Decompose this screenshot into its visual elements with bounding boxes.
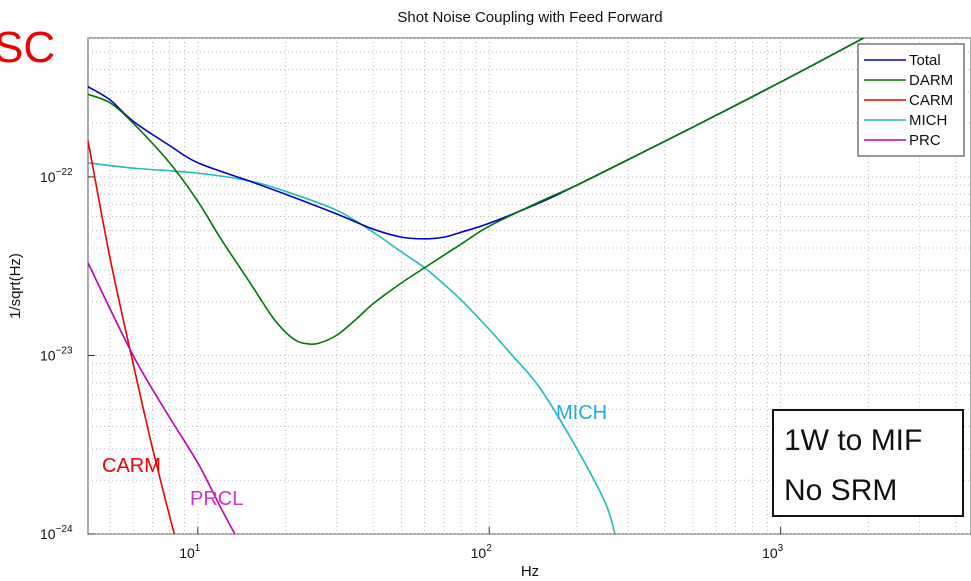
y-tick-label: 10−22 xyxy=(40,167,73,185)
annotation-mich: MICH xyxy=(556,402,607,424)
y-axis-label: 1/sqrt(Hz) xyxy=(7,253,24,319)
legend-items: Total DARM CARM MICH PRC xyxy=(864,52,953,149)
x-tick-label: 102 xyxy=(471,543,493,561)
legend-label-mich: MICH xyxy=(909,112,947,129)
info-box-line-2: No SRM xyxy=(784,474,897,507)
chart-title: Shot Noise Coupling with Feed Forward xyxy=(397,9,662,26)
legend-label-carm: CARM xyxy=(909,92,953,109)
plot-area xyxy=(87,37,971,535)
corner-text: SC xyxy=(0,23,55,72)
y-tick-label: 10−23 xyxy=(40,345,73,363)
legend: Total DARM CARM MICH PRC xyxy=(857,43,965,157)
legend-label-total: Total xyxy=(909,52,941,69)
grid xyxy=(88,38,971,534)
legend-label-darm: DARM xyxy=(909,72,953,89)
series-line-prc xyxy=(88,262,236,534)
info-box-frame xyxy=(772,409,964,517)
legend-label-prc: PRC xyxy=(909,132,941,149)
info-box: 1W to MIF No SRM xyxy=(772,409,964,517)
series-line-carm xyxy=(88,140,175,534)
series-line-darm xyxy=(88,38,866,346)
info-box-line-1: 1W to MIF xyxy=(784,424,922,457)
x-tick-label: 101 xyxy=(179,543,201,561)
y-axis-ticks: 10−24 10−23 10−22 xyxy=(40,167,95,542)
series-lines xyxy=(88,38,866,534)
y-tick-label: 10−24 xyxy=(40,524,73,542)
x-axis-label: Hz xyxy=(521,563,539,580)
x-tick-label: 103 xyxy=(762,543,784,561)
annotation-prcl: PRCL xyxy=(190,488,243,510)
annotation-carm: CARM xyxy=(102,455,161,477)
